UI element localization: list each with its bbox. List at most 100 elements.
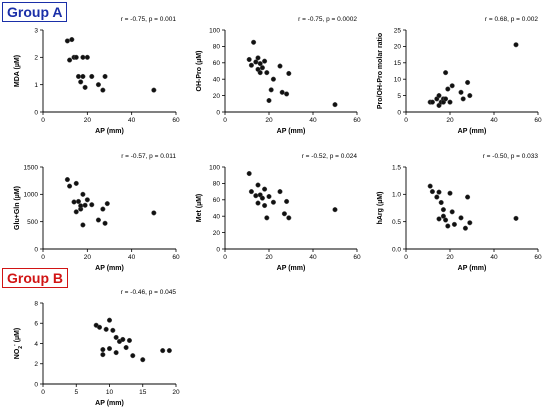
data-point [264, 215, 270, 221]
data-point [251, 39, 257, 45]
data-point [100, 87, 106, 93]
data-point [102, 73, 108, 80]
data-point [113, 334, 119, 340]
x-tick-label: 0 [41, 117, 45, 124]
y-tick-label: 15 [394, 60, 402, 67]
data-point [445, 86, 451, 92]
data-point [257, 70, 263, 76]
data-point [95, 217, 101, 223]
y-tick-label: 0 [34, 109, 38, 116]
y-tick-label: 20 [213, 93, 221, 100]
data-point [102, 220, 108, 226]
data-point [67, 183, 73, 189]
x-tick-label: 60 [534, 254, 542, 261]
data-point [120, 336, 126, 343]
data-point [266, 97, 272, 104]
y-tick-label: 20 [213, 230, 221, 237]
data-point [248, 189, 254, 195]
data-point [458, 89, 464, 95]
data-point [106, 346, 113, 352]
data-point [67, 57, 73, 63]
x-tick-label: 60 [353, 117, 361, 124]
y-tick-label: 80 [213, 44, 221, 51]
x-tick-label: 0 [404, 254, 408, 261]
y-tick-label: 0 [216, 109, 220, 116]
data-point [246, 56, 252, 63]
data-point [166, 348, 172, 354]
x-tick-label: 0 [223, 254, 227, 261]
x-tick-label: 40 [490, 254, 498, 261]
data-point [451, 221, 457, 227]
data-point [440, 207, 446, 213]
x-axis-label: AP (mm) [95, 400, 124, 407]
y-tick-label: 100 [209, 164, 220, 171]
y-tick-label: 6 [34, 321, 38, 328]
data-point [255, 200, 261, 206]
data-point [255, 182, 261, 188]
data-point [460, 96, 466, 102]
y-tick-label: 60 [213, 197, 221, 204]
y-tick-label: 40 [213, 214, 221, 221]
data-point [80, 222, 86, 228]
data-point [443, 70, 449, 76]
x-axis-label: AP (mm) [458, 128, 487, 135]
y-axis-label: Met (µM) [196, 194, 203, 223]
data-point [95, 82, 101, 88]
data-point [438, 199, 444, 206]
y-tick-label: 0.5 [392, 219, 401, 226]
y-tick-label: 0 [216, 246, 220, 253]
data-point [436, 189, 442, 195]
y-tick-label: 100 [209, 27, 220, 34]
x-tick-label: 0 [41, 389, 45, 396]
y-axis-label: Pro/OH-Pro molar ratio [377, 33, 384, 109]
y-tick-label: 5 [397, 93, 401, 100]
x-tick-label: 40 [128, 117, 136, 124]
group-b-label: Group B [2, 268, 68, 288]
data-point [80, 191, 86, 197]
y-tick-label: 40 [213, 77, 221, 84]
x-tick-label: 5 [74, 389, 78, 396]
data-point [465, 194, 471, 200]
data-point [284, 91, 290, 97]
data-point [96, 324, 103, 330]
y-tick-label: 80 [213, 181, 221, 188]
x-tick-label: 10 [106, 389, 114, 396]
data-point [458, 215, 464, 221]
data-point [332, 102, 338, 108]
data-point [100, 206, 106, 212]
data-point [160, 348, 166, 354]
data-point [82, 202, 88, 208]
y-axis-label: Glu+Gln (µM) [14, 186, 21, 230]
data-point [429, 189, 435, 195]
x-tick-label: 0 [41, 254, 45, 261]
y-tick-label: 2 [34, 361, 38, 368]
data-point [445, 223, 451, 229]
data-point [100, 347, 106, 353]
data-point [449, 83, 455, 89]
y-tick-label: 20 [394, 44, 402, 51]
data-point [84, 197, 90, 203]
data-point [270, 76, 276, 82]
x-tick-label: 20 [446, 117, 454, 124]
correlation-stat: r = 0.68, p = 0.002 [485, 16, 539, 23]
data-point [100, 352, 106, 358]
x-tick-label: 0 [223, 117, 227, 124]
y-tick-label: 25 [394, 27, 402, 34]
x-tick-label: 20 [84, 117, 92, 124]
x-axis-label: AP (mm) [277, 265, 306, 272]
data-point [262, 58, 268, 64]
data-point [78, 79, 84, 85]
data-point [447, 99, 453, 105]
y-tick-label: 60 [213, 60, 221, 67]
y-tick-label: 4 [34, 341, 38, 348]
data-point [89, 202, 95, 208]
y-tick-label: 1.0 [392, 192, 401, 199]
x-axis-label: AP (mm) [95, 265, 124, 272]
y-tick-label: 500 [27, 219, 38, 226]
data-point [513, 215, 519, 221]
